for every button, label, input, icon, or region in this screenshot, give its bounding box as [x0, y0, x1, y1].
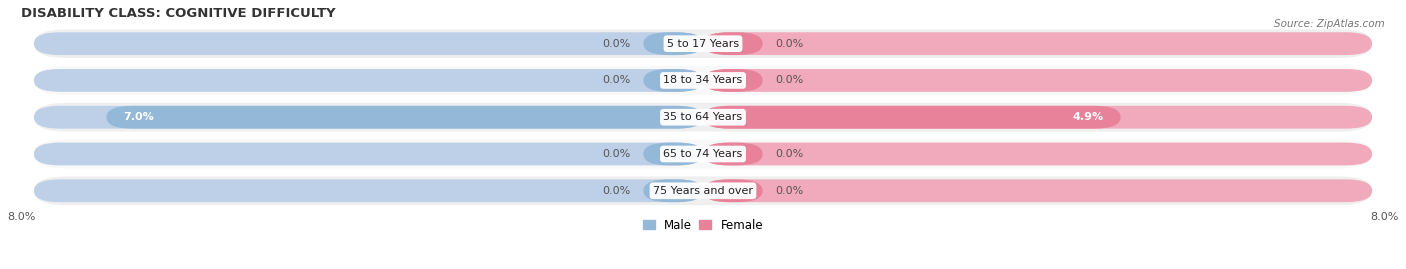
Text: 18 to 34 Years: 18 to 34 Years — [664, 75, 742, 86]
FancyBboxPatch shape — [34, 103, 1372, 132]
Text: Source: ZipAtlas.com: Source: ZipAtlas.com — [1274, 19, 1385, 29]
FancyBboxPatch shape — [107, 106, 703, 129]
FancyBboxPatch shape — [703, 106, 1121, 129]
FancyBboxPatch shape — [34, 32, 703, 55]
Text: 0.0%: 0.0% — [602, 39, 630, 49]
FancyBboxPatch shape — [34, 69, 703, 92]
FancyBboxPatch shape — [703, 69, 1372, 92]
Text: 4.9%: 4.9% — [1073, 112, 1104, 122]
FancyBboxPatch shape — [34, 176, 1372, 205]
Text: DISABILITY CLASS: COGNITIVE DIFFICULTY: DISABILITY CLASS: COGNITIVE DIFFICULTY — [21, 7, 336, 20]
FancyBboxPatch shape — [703, 143, 762, 165]
FancyBboxPatch shape — [34, 179, 703, 202]
Text: 0.0%: 0.0% — [776, 186, 804, 196]
FancyBboxPatch shape — [34, 143, 703, 165]
Text: 0.0%: 0.0% — [602, 186, 630, 196]
Text: 5 to 17 Years: 5 to 17 Years — [666, 39, 740, 49]
FancyBboxPatch shape — [703, 32, 762, 55]
Legend: Male, Female: Male, Female — [638, 214, 768, 236]
Text: 75 Years and over: 75 Years and over — [652, 186, 754, 196]
FancyBboxPatch shape — [703, 69, 762, 92]
FancyBboxPatch shape — [34, 106, 703, 129]
Text: 0.0%: 0.0% — [776, 149, 804, 159]
Text: 0.0%: 0.0% — [602, 75, 630, 86]
FancyBboxPatch shape — [703, 179, 1372, 202]
FancyBboxPatch shape — [644, 179, 703, 202]
Text: 65 to 74 Years: 65 to 74 Years — [664, 149, 742, 159]
Text: 0.0%: 0.0% — [776, 75, 804, 86]
FancyBboxPatch shape — [644, 32, 703, 55]
Text: 7.0%: 7.0% — [124, 112, 155, 122]
FancyBboxPatch shape — [644, 69, 703, 92]
FancyBboxPatch shape — [703, 143, 1372, 165]
FancyBboxPatch shape — [703, 106, 1372, 129]
Text: 35 to 64 Years: 35 to 64 Years — [664, 112, 742, 122]
FancyBboxPatch shape — [34, 66, 1372, 95]
FancyBboxPatch shape — [34, 29, 1372, 58]
Text: 0.0%: 0.0% — [602, 149, 630, 159]
FancyBboxPatch shape — [703, 32, 1372, 55]
FancyBboxPatch shape — [644, 143, 703, 165]
FancyBboxPatch shape — [703, 179, 762, 202]
Text: 0.0%: 0.0% — [776, 39, 804, 49]
FancyBboxPatch shape — [34, 140, 1372, 168]
